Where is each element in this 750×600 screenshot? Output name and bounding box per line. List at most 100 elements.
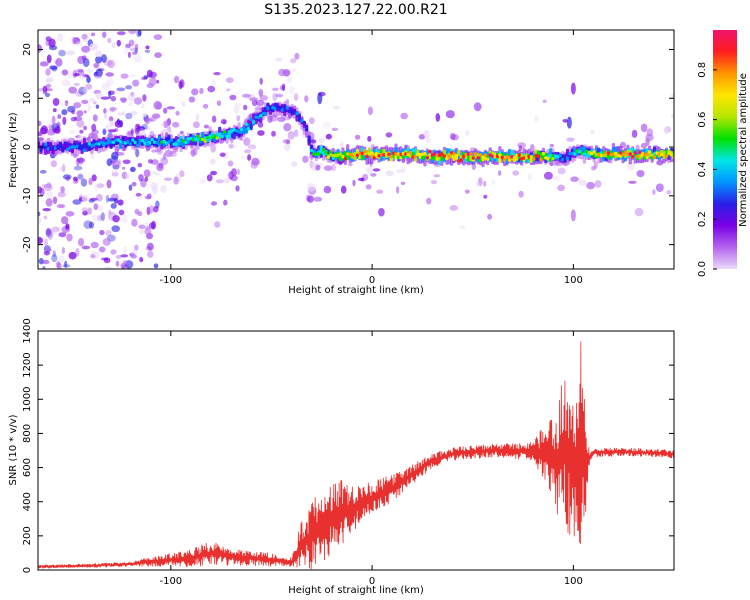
spectrogram-speckle (131, 218, 138, 227)
spectrogram-speckle (147, 250, 154, 258)
spectrogram-ridge-cell (462, 154, 466, 159)
spectrogram-speckle (153, 34, 163, 40)
spectrogram-speckle (86, 75, 91, 84)
spectrogram-ridge-cell (227, 132, 231, 139)
spectrogram-ridge-cell (650, 153, 654, 157)
spectrogram-speckle (331, 163, 336, 172)
spectrogram-speckle (82, 210, 88, 216)
spectrogram-speckle (141, 103, 145, 109)
spectrogram-ridge-cell (189, 136, 193, 141)
spectrogram-speckle (149, 205, 154, 214)
spectrogram-speckle (376, 189, 384, 194)
spectrogram-speckle (44, 248, 52, 252)
spectrogram-speckle (100, 212, 105, 222)
spectrogram-speckle (55, 57, 63, 67)
spectrogram-ridge-cell (616, 153, 620, 158)
spectrogram-speckle (258, 89, 264, 97)
spectrogram-ridge-cell (505, 155, 509, 159)
spectrogram-ridge-cell (360, 151, 364, 156)
spectrogram-ridge-cell (360, 154, 364, 161)
snr-x-tick-label: -100 (159, 576, 182, 587)
spectrogram-speckle (645, 138, 650, 146)
spectrogram-ridge-cell (522, 156, 526, 160)
spectrogram-speckle (137, 126, 145, 131)
spectrogram-speckle (142, 94, 147, 102)
spectrogram-ridge-cell (314, 152, 318, 157)
spectrogram-speckle (117, 199, 124, 206)
spectrogram-speckle (72, 176, 78, 182)
spectrogram-y-ticks: -20 -10 0 10 20 (22, 43, 674, 253)
spectrogram-speckle (144, 49, 151, 53)
spectrogram-speckle (110, 95, 117, 102)
spectrogram-ridge-cell (380, 152, 384, 157)
spectrogram-speckle (141, 123, 148, 130)
spectrogram-speckle (192, 147, 198, 156)
spectrogram-ridge-cell (162, 139, 166, 144)
spectrogram-ridge-cell (99, 140, 103, 144)
spectrogram-speckle (137, 128, 146, 135)
spectrogram-speckle (79, 129, 84, 134)
spectrogram-ridge-cell (293, 110, 297, 114)
spectrogram-ridge-cell (469, 152, 473, 156)
spectrogram-speckle (108, 116, 114, 122)
spectrogram-speckle (284, 143, 291, 151)
spectrogram-speckle (142, 113, 147, 118)
spectrogram-speckle (133, 97, 143, 105)
spectrogram-speckle (42, 265, 46, 269)
spectrogram-speckle (147, 159, 153, 164)
spectrogram-speckle (45, 83, 52, 88)
spectrogram-y-label: Frequency (Hz) (8, 112, 19, 188)
spectrogram-speckle (288, 86, 295, 95)
spectrogram-speckle (483, 180, 487, 187)
spectrogram-ridge-cell (87, 142, 91, 146)
spectrogram-speckle (92, 114, 98, 122)
spectrogram-speckle (90, 241, 99, 249)
spectrogram-speckle (220, 118, 227, 125)
spectrogram-ridge-cell (150, 137, 154, 142)
spectrogram-ridge-cell (104, 141, 108, 146)
spectrogram-speckle (236, 168, 241, 176)
spectrogram-speckle (96, 183, 105, 189)
spectrogram-speckle (275, 93, 284, 98)
spectrogram-ridge-cell (44, 142, 48, 147)
spectrogram-ridge-cell (264, 112, 268, 116)
spectrogram-speckle (96, 214, 103, 222)
spectrogram-ridge-cell (573, 152, 577, 156)
spectrogram-speckle (52, 196, 58, 205)
spectrogram-x-label: Height of straight line (km) (288, 285, 424, 296)
spectrogram-speckle (144, 228, 152, 235)
spectrogram-ridge-cell (669, 152, 673, 156)
spectrogram-speckle (271, 130, 276, 137)
spectrogram-speckle (102, 128, 107, 136)
spectrogram-speckle (62, 163, 66, 173)
spectrogram-speckle (58, 232, 67, 238)
snr-y-tick-label: 0 (22, 567, 33, 573)
spectrogram-speckle (81, 245, 91, 250)
spectrogram-speckle (209, 158, 216, 165)
spectrogram-speckle (106, 158, 113, 167)
spectrogram-speckle (318, 137, 325, 144)
spectrogram-speckle (38, 88, 44, 92)
spectrogram-speckle (62, 116, 67, 125)
spectrogram-speckle (108, 209, 112, 215)
spectrogram-speckle (51, 227, 58, 235)
spectrogram-speckle (81, 45, 91, 53)
spectrogram-speckle (593, 161, 598, 170)
spectrogram-speckle (259, 77, 263, 85)
spectrogram-ridge-cell (121, 140, 125, 145)
spectrogram-speckle (291, 68, 297, 72)
spectrogram-speckle (95, 56, 103, 64)
snr-x-tick-label: 100 (564, 576, 583, 587)
snr-x-tick-label: 0 (369, 576, 375, 587)
snr-panel: -100 0 100 0 200 400 600 800 1000 1200 1400 Heigh… (8, 318, 675, 596)
spectrogram-speckle (51, 254, 58, 263)
spectrogram-speckle (666, 190, 672, 195)
spectrogram-speckle (225, 88, 231, 92)
spectrogram-speckle (120, 262, 126, 269)
spectrogram-ridge-cell (244, 127, 248, 134)
spectrogram-speckle (65, 100, 69, 107)
spectrogram-speckle (135, 148, 140, 158)
spectrogram-speckle (309, 161, 317, 168)
spectrogram-speckle (107, 197, 116, 202)
spectrogram-ridge-cell (39, 147, 43, 152)
